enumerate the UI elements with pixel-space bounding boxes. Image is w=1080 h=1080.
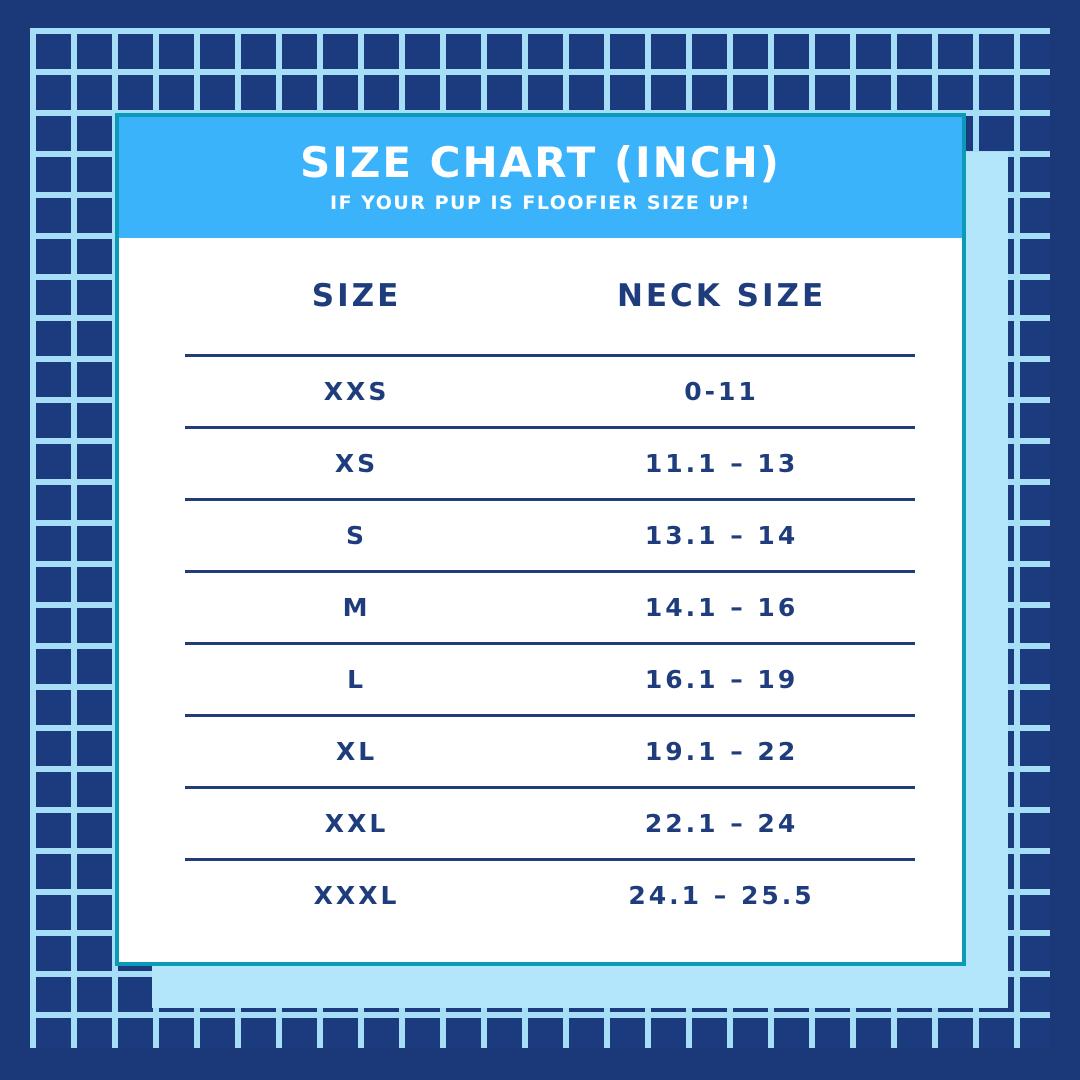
neck-size-cell: 22.1 – 24 <box>644 809 799 838</box>
table-row: XL 19.1 – 22 <box>185 714 915 786</box>
table-header-row: SIZE NECK SIZE <box>185 238 915 354</box>
size-chart-card: SIZE CHART (INCH) IF YOUR PUP IS FLOOFIE… <box>115 113 966 966</box>
table-row: L 16.1 – 19 <box>185 642 915 714</box>
table-row: XXXL 24.1 – 25.5 <box>185 858 915 930</box>
size-cell: XXL <box>324 809 389 838</box>
neck-size-cell: 24.1 – 25.5 <box>628 881 815 910</box>
table-row: M 14.1 – 16 <box>185 570 915 642</box>
size-cell: S <box>346 521 368 550</box>
neck-size-cell: 16.1 – 19 <box>644 665 799 694</box>
size-table: SIZE NECK SIZE XXS 0-11 XS 11.1 – 13 S 1… <box>185 238 915 930</box>
card-header: SIZE CHART (INCH) IF YOUR PUP IS FLOOFIE… <box>119 117 962 238</box>
column-header-neck-size: NECK SIZE <box>616 278 827 314</box>
table-row: XS 11.1 – 13 <box>185 426 915 498</box>
size-cell: XXXL <box>313 881 400 910</box>
neck-size-cell: 11.1 – 13 <box>644 449 799 478</box>
size-cell: M <box>342 593 371 622</box>
size-cell: XXS <box>323 377 390 406</box>
column-header-size: SIZE <box>311 278 402 314</box>
size-cell: XS <box>334 449 379 478</box>
neck-size-cell: 14.1 – 16 <box>644 593 799 622</box>
neck-size-cell: 13.1 – 14 <box>644 521 799 550</box>
table-row: XXL 22.1 – 24 <box>185 786 915 858</box>
size-cell: L <box>347 665 367 694</box>
page-subtitle: IF YOUR PUP IS FLOOFIER SIZE UP! <box>330 192 751 214</box>
table-row: XXS 0-11 <box>185 354 915 426</box>
size-cell: XL <box>335 737 378 766</box>
page-title: SIZE CHART (INCH) <box>300 138 781 187</box>
table-row: S 13.1 – 14 <box>185 498 915 570</box>
neck-size-cell: 0-11 <box>684 377 759 406</box>
neck-size-cell: 19.1 – 22 <box>644 737 799 766</box>
